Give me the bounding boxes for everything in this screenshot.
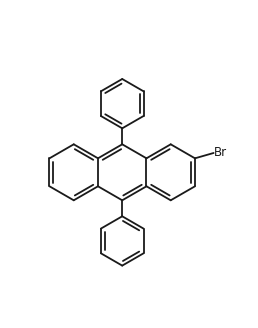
Text: Br: Br bbox=[214, 147, 227, 159]
